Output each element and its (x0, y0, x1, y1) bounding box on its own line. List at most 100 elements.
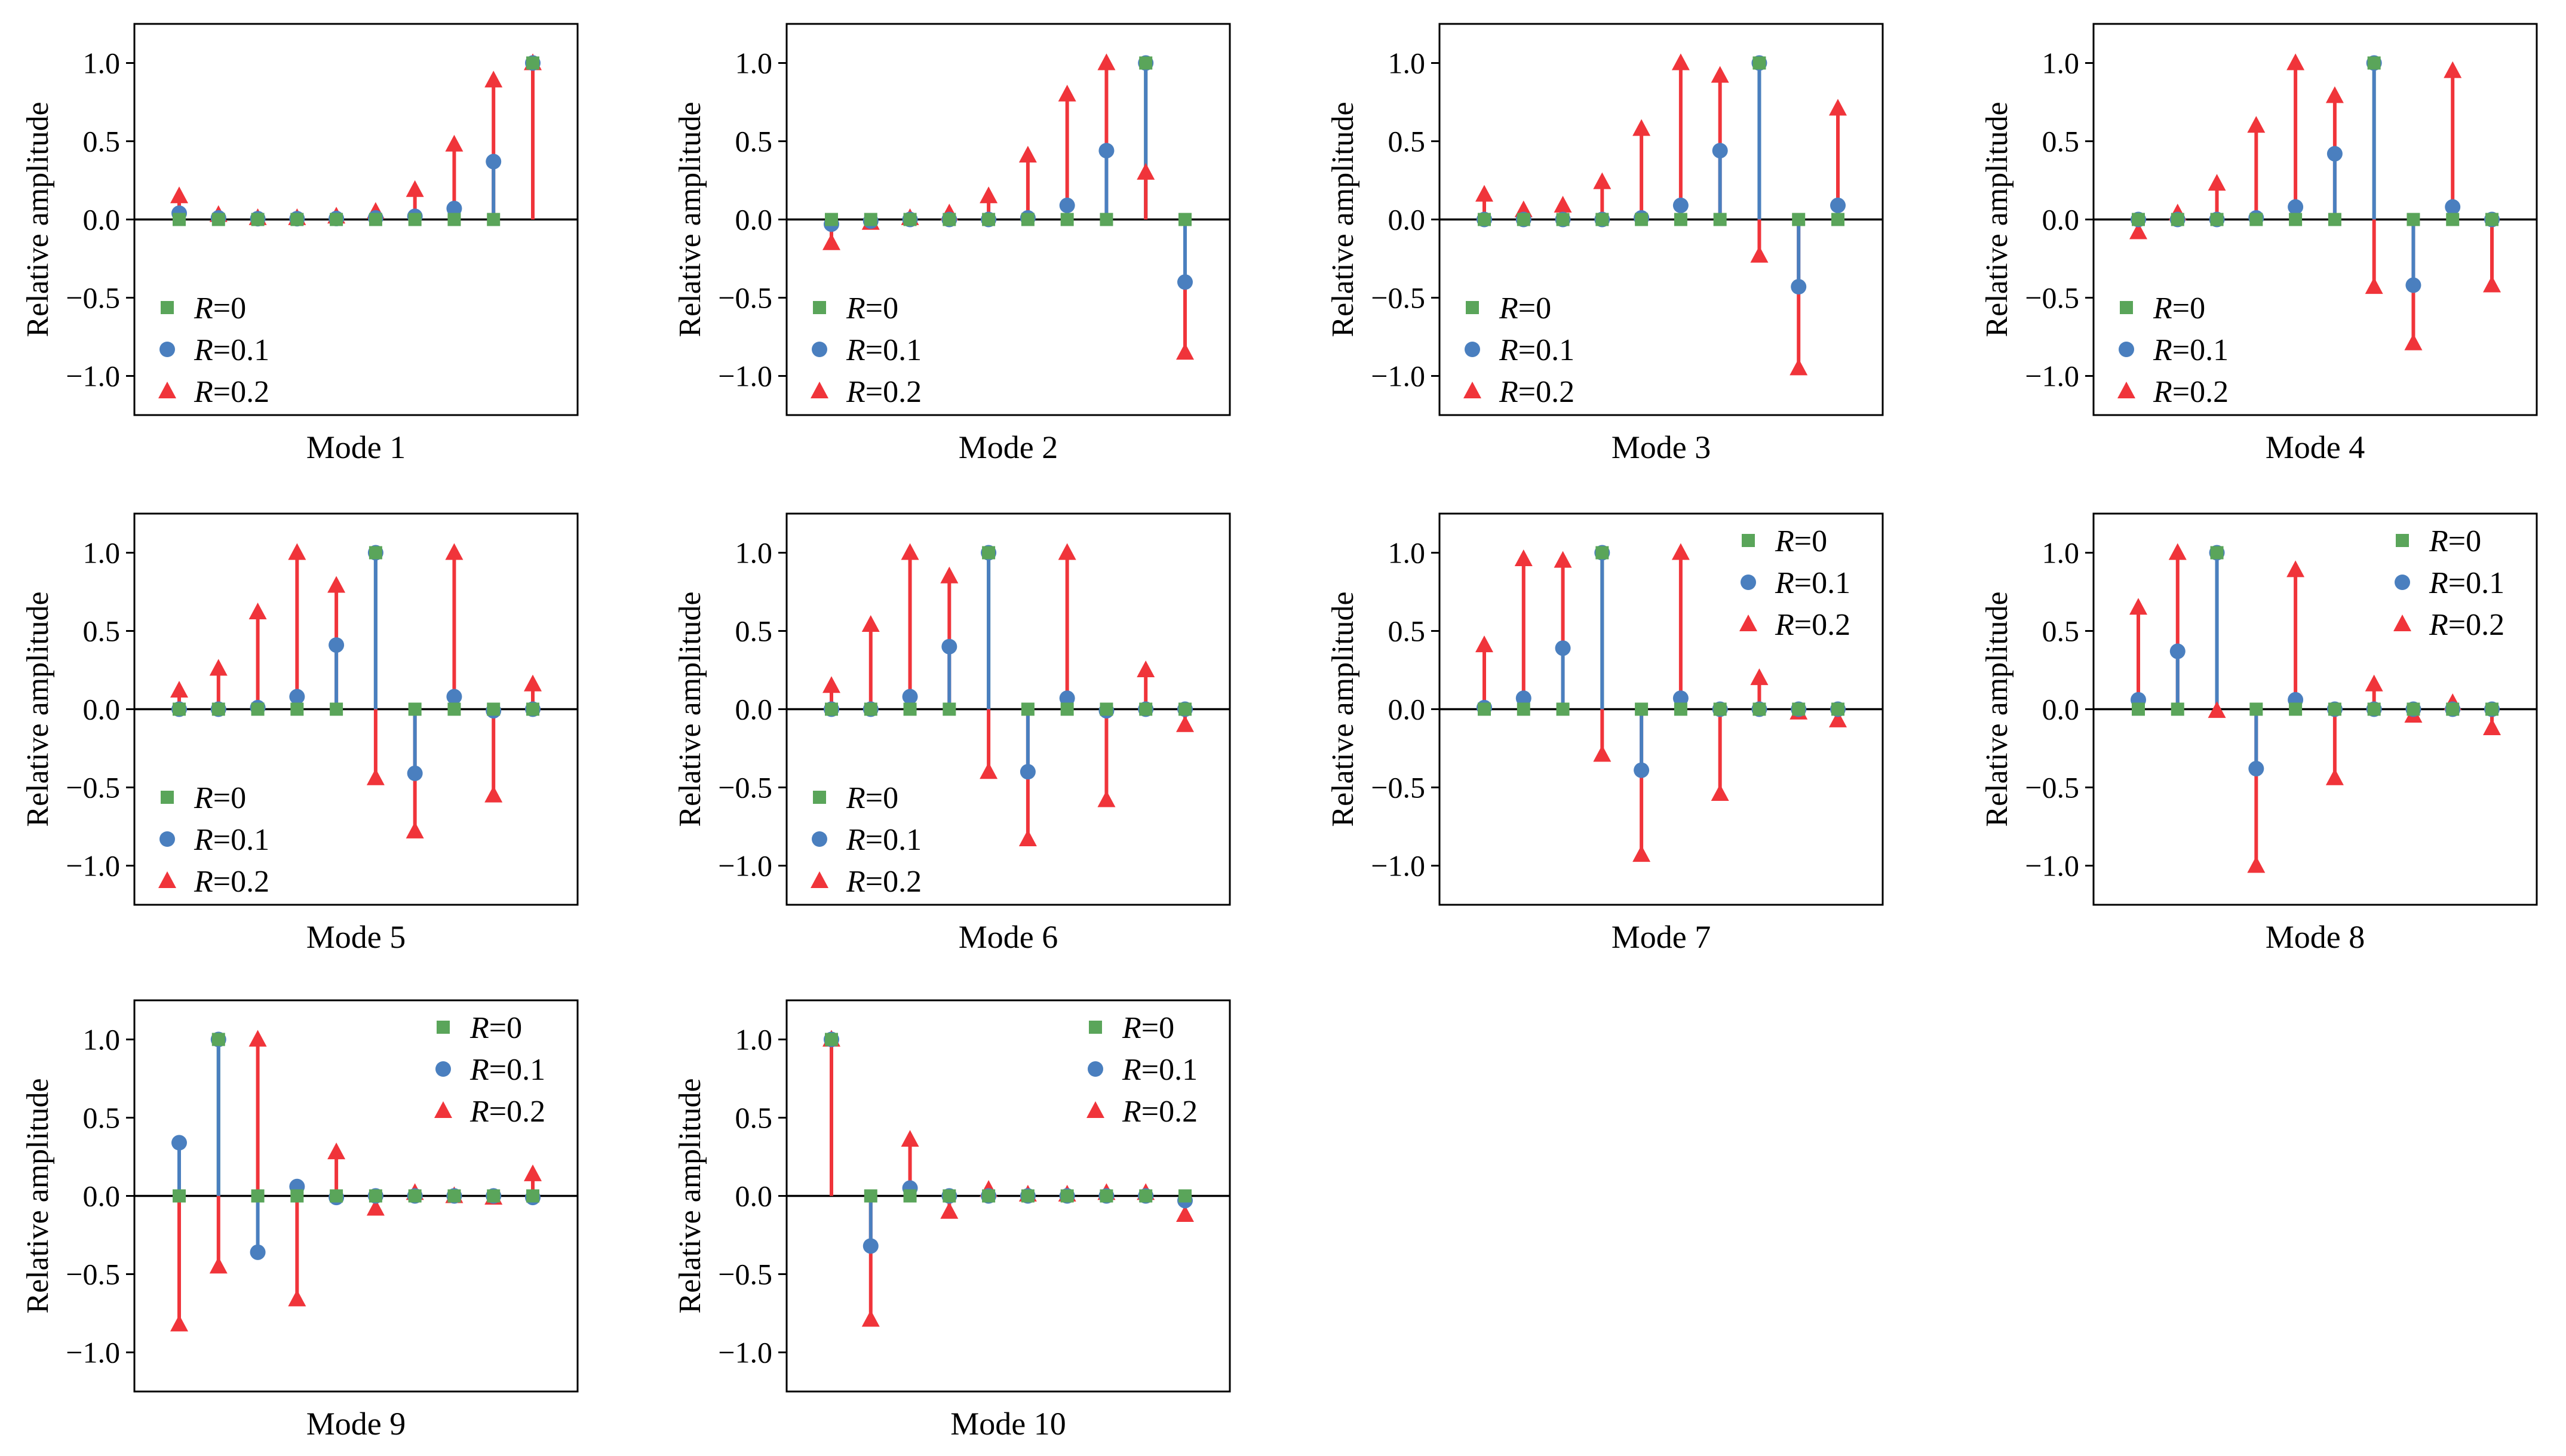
marker-r02 (1829, 99, 1847, 116)
y-tick-label: −0.5 (66, 281, 120, 315)
marker-r02 (366, 1199, 385, 1216)
legend-marker-r02 (811, 382, 828, 398)
marker-r02 (366, 768, 385, 785)
marker-r0 (903, 1189, 917, 1203)
legend-marker-r0 (161, 301, 174, 314)
y-axis-label: Relative amplitude (1326, 591, 1360, 827)
marker-r01 (1059, 197, 1075, 213)
plot-frame (785, 999, 1231, 1393)
marker-r02 (2129, 222, 2147, 239)
marker-r01 (2248, 761, 2264, 777)
marker-r0 (2367, 56, 2381, 70)
marker-r0 (1752, 56, 1766, 70)
marker-r0 (943, 213, 956, 226)
marker-r02 (1097, 790, 1116, 807)
legend-marker-r01 (2119, 342, 2134, 357)
legend-marker-r0 (813, 791, 826, 804)
marker-r02 (1018, 829, 1037, 846)
marker-r02 (445, 134, 464, 152)
y-tick-label: −0.5 (1371, 281, 1425, 315)
y-tick-label: −0.5 (2025, 771, 2079, 804)
marker-r0 (330, 213, 343, 226)
y-tick-label: −1.0 (1371, 849, 1425, 883)
marker-r0 (943, 1189, 956, 1203)
marker-r0 (211, 1033, 225, 1046)
marker-r01 (1515, 690, 1531, 707)
y-tick-label: −1.0 (66, 360, 120, 393)
marker-r0 (211, 702, 225, 716)
marker-r02 (822, 233, 840, 250)
legend: R=0 R=0.1 R=0.2 (1086, 1011, 1198, 1129)
y-axis-label: Relative amplitude (673, 102, 707, 337)
marker-r0 (1713, 702, 1727, 716)
panel-mode-8: 1.0 0.5 0.0 −0.5 −1.0 Relative amplitude Mode … (1980, 512, 2538, 955)
legend: R=0 R=0.1 R=0.2 (2393, 524, 2504, 642)
legend-marker-r0 (2396, 534, 2409, 547)
y-tick-label: −0.5 (1371, 771, 1425, 804)
marker-r01 (446, 201, 462, 217)
marker-r0 (825, 1033, 838, 1046)
y-tick-label: 0.5 (735, 1101, 773, 1135)
mode-title: Mode 9 (306, 1406, 406, 1442)
marker-r02 (1711, 784, 1729, 801)
marker-r0 (1060, 1189, 1074, 1203)
marker-r0 (2446, 213, 2460, 226)
legend-label-r01: R=0.1 (846, 823, 922, 857)
marker-r0 (864, 213, 877, 226)
marker-r02 (940, 566, 959, 583)
marker-r01 (2326, 146, 2343, 162)
marker-r02 (1750, 245, 1769, 263)
marker-r02 (1514, 549, 1533, 566)
legend-marker-r0 (161, 791, 174, 804)
marker-r0 (1635, 702, 1649, 716)
marker-r0 (1060, 702, 1074, 716)
marker-r01 (1634, 762, 1650, 778)
marker-r02 (1593, 745, 1612, 762)
legend-label-r02: R=0.2 (194, 865, 269, 899)
marker-r02 (1790, 358, 1808, 376)
marker-r0 (173, 213, 186, 226)
marker-r0 (982, 1189, 996, 1203)
y-tick-label: −1.0 (718, 360, 772, 393)
legend-label-r02: R=0.2 (1499, 375, 1574, 409)
legend: R=0 R=0.1 R=0.2 (158, 781, 269, 899)
y-tick-label: 0.0 (735, 1179, 773, 1213)
mode-title: Mode 3 (1612, 429, 1711, 465)
marker-r02 (2404, 333, 2423, 351)
marker-r02 (1711, 66, 1729, 83)
marker-r0 (1100, 213, 1113, 226)
marker-r02 (2365, 674, 2383, 692)
marker-r0 (1792, 702, 1806, 716)
marker-r02 (1554, 195, 1572, 213)
y-tick-label: 0.5 (83, 125, 121, 158)
marker-r02 (170, 186, 188, 204)
marker-r02 (901, 1130, 919, 1147)
y-tick-label: 1.0 (2042, 536, 2080, 570)
marker-r0 (1178, 213, 1192, 226)
y-tick-label: 1.0 (83, 47, 121, 80)
y-tick-label: 0.0 (1388, 203, 1426, 236)
legend-label-r02: R=0.2 (1122, 1095, 1198, 1129)
marker-r01 (1177, 274, 1193, 290)
marker-r0 (369, 546, 382, 560)
legend-label-r01: R=0.1 (194, 823, 269, 857)
y-tick-label: −1.0 (66, 849, 120, 883)
y-tick-label: 1.0 (1388, 47, 1426, 80)
marker-r0 (1713, 213, 1727, 226)
legend-marker-r02 (158, 871, 176, 888)
marker-r0 (2407, 702, 2420, 716)
y-tick-label: 0.0 (83, 1179, 121, 1213)
marker-r0 (1831, 213, 1844, 226)
y-axis-label: Relative amplitude (1980, 102, 2014, 337)
legend-label-r01: R=0.1 (1775, 566, 1850, 600)
legend-label-r01: R=0.1 (2153, 333, 2229, 367)
marker-r02 (1176, 1205, 1194, 1222)
y-tick-label: 0.0 (83, 693, 121, 726)
marker-r0 (2446, 702, 2460, 716)
marker-r02 (2247, 116, 2266, 133)
marker-r02 (1137, 661, 1155, 677)
panel-mode-2: 1.0 0.5 0.0 −0.5 −1.0 Relative amplitude Mode … (673, 23, 1231, 465)
marker-r0 (290, 702, 304, 716)
marker-r0 (1478, 702, 1491, 716)
marker-r02 (1475, 185, 1493, 202)
